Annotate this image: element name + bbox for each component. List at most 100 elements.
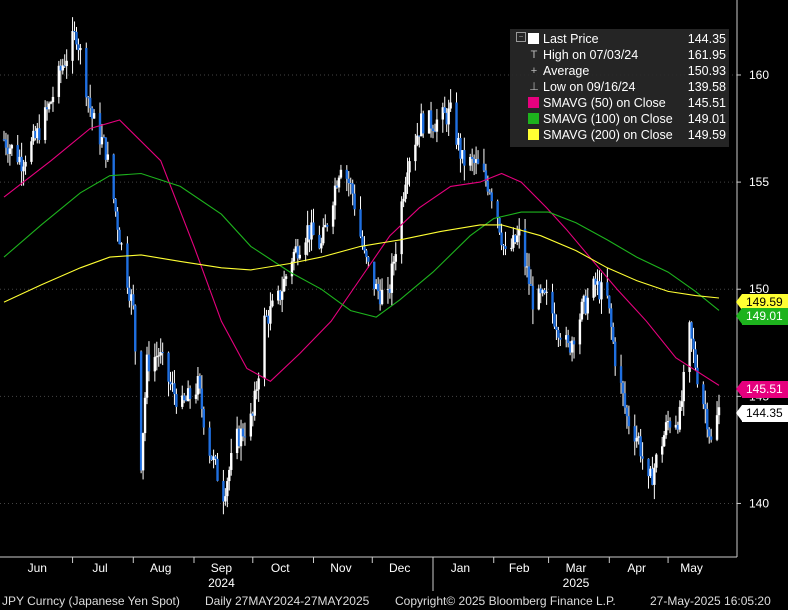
candle-body [130,294,133,301]
candle-body [175,394,178,407]
moving-average-line [3,172,720,318]
average-marker-icon: + [530,65,538,77]
y-tick-label: 150 [749,282,769,296]
candle-body [267,315,270,324]
candle-body [2,139,6,141]
candle-body [279,290,282,300]
candle-body [420,113,423,137]
candle-body [43,107,47,140]
candle-body [210,455,213,460]
y-tick-label: 155 [749,175,769,189]
candle-body [408,161,411,173]
candle-body [400,201,403,255]
candle-body [167,352,170,382]
chart-footer: JPY Curncy (Japanese Yen Spot) Daily 27M… [0,593,788,610]
candle-body [228,469,231,482]
candle-body [8,148,12,154]
candle-body [169,381,172,385]
candle-body [596,281,599,285]
candle-body [73,31,76,33]
legend-smavg-200: SMAVG (200) on Close 149.59 [510,127,729,143]
candle-body [457,137,460,145]
candle-body [292,251,296,262]
legend-smavg-50: SMAVG (50) on Close 145.51 [510,95,729,111]
candle-body [429,110,433,129]
candle-body [619,366,623,383]
candle-body [380,289,384,305]
candle-body [282,278,286,292]
candle-body [253,390,256,416]
candle-body [392,261,396,264]
candle-body [651,468,654,485]
candle-body [116,211,119,230]
candle-body [435,119,439,132]
candle-body [463,150,466,166]
candle-body [572,340,576,345]
candle-body [196,376,200,395]
chart-legend: − Last Price 144.35 T High on 07/03/24 1… [510,29,729,147]
collapse-legend-icon[interactable]: − [516,32,526,42]
candle-body [171,383,174,385]
candle-body [517,228,521,236]
candle-body [692,338,695,350]
candle-body [445,112,448,125]
candle-body [472,158,476,163]
candle-body [641,456,644,459]
candle-body [539,288,542,294]
candle-body [394,254,397,262]
candle-body [633,426,636,442]
candle-body [290,261,294,277]
candle-body [318,234,321,249]
candle-body [688,322,691,372]
candle-body [512,235,515,248]
moving-average-line [3,119,720,386]
candle-body [45,107,49,110]
candle-body [433,131,437,133]
candle-body [694,349,697,368]
candle-body [625,407,629,417]
candle-body [541,290,544,294]
candle-body [106,154,110,160]
candle-body [525,266,529,268]
candle-body [326,224,329,227]
candle-body [531,285,535,310]
candle-body [173,383,176,395]
candle-body [257,378,260,390]
candle-body [251,413,254,416]
candle-body [373,261,376,289]
candle-body [4,139,8,148]
candle-body [34,130,37,139]
candle-body [704,404,707,409]
candle-body [102,137,106,139]
candle-body [241,428,245,437]
candle-body [139,351,143,471]
candle-body [551,291,554,314]
smavg-100-swatch [528,113,539,124]
candle-body [613,341,617,367]
candle-body [696,367,699,385]
candle-body [378,291,382,305]
legend-smavg-100: SMAVG (100) on Close 149.01 [510,111,729,127]
candle-body [280,291,284,300]
candle-body [85,47,88,98]
low-marker-icon: ⊥ [529,81,539,93]
candle-body [461,150,464,159]
candle-body [87,97,90,99]
legend-high: T High on 07/03/24 161.95 [510,47,729,63]
candle-body [580,301,584,320]
candle-body [235,428,239,454]
candle-body [335,185,339,188]
candle-body [265,315,268,317]
x-year-label: 2025 [563,576,590,590]
candle-body [414,144,417,162]
candle-body [269,306,272,324]
candle-body [443,107,446,113]
candle-body [49,102,53,104]
candle-body [24,161,27,167]
candle-body [6,147,10,154]
candle-body [680,401,683,407]
candle-body [584,295,587,314]
candle-body [482,163,486,171]
candle-body [459,137,462,159]
candle-body [222,480,225,502]
